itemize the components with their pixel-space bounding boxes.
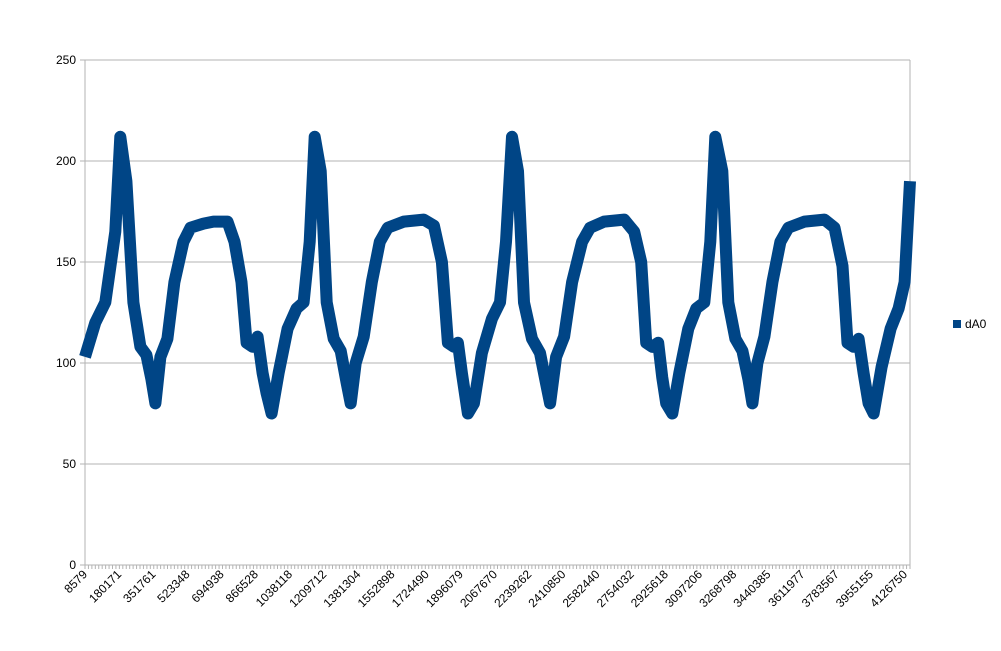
y-tick-label: 150 — [56, 255, 76, 269]
y-tick-label: 100 — [56, 356, 76, 370]
legend-label-dA0: dA0 — [965, 317, 987, 331]
y-axis-ticks: 0 50 100 150 200 250 — [56, 53, 85, 572]
series-line-dA0 — [79, 130, 916, 420]
y-tick-label: 200 — [56, 154, 76, 168]
y-tick-label: 50 — [63, 457, 77, 471]
legend-swatch-dA0 — [953, 320, 961, 328]
y-tick-label: 250 — [56, 53, 76, 67]
legend: dA0 — [953, 317, 987, 331]
series-group — [79, 130, 916, 420]
y-tick-label: 0 — [69, 558, 76, 572]
